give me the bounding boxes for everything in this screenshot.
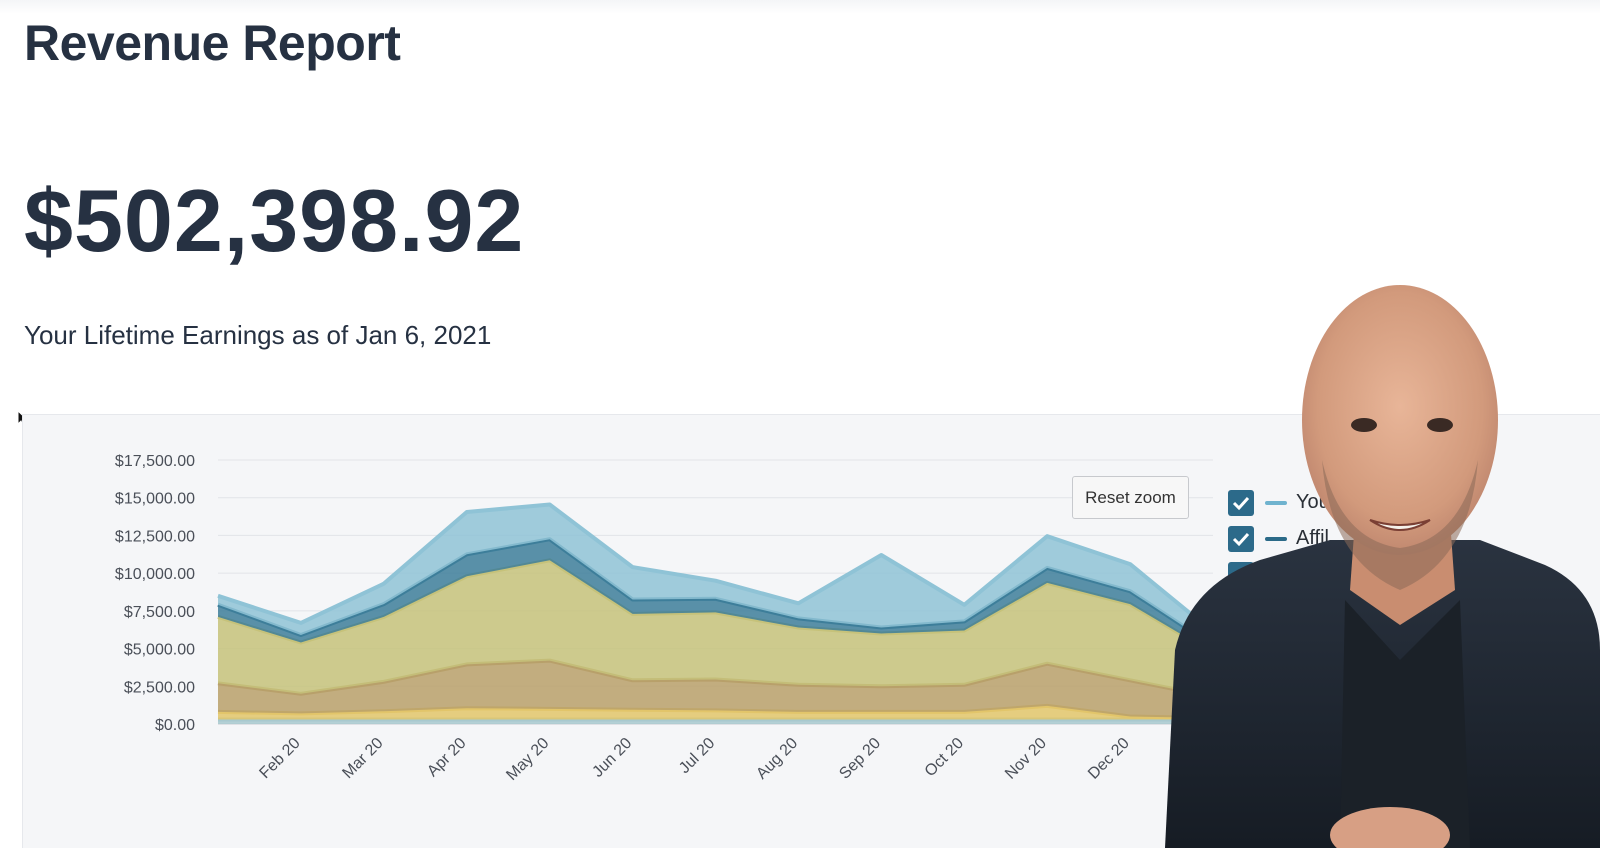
checkmark-icon <box>1232 568 1250 583</box>
revenue-area-chart[interactable]: $0.00 $2,500.00 $5,000.00 $7,500.00 $10,000.… <box>23 415 1600 848</box>
y-tick-label: $2,500.00 <box>124 679 195 696</box>
x-tick-label: Aug 20 <box>753 735 801 783</box>
legend-checkbox[interactable] <box>1228 490 1254 516</box>
series-line-5 <box>217 502 1215 634</box>
x-tick-label: Dec 20 <box>1085 735 1133 783</box>
top-bar <box>0 0 1600 14</box>
area-series-5[interactable] <box>218 504 1213 646</box>
area-series-3[interactable] <box>218 560 1213 697</box>
x-tick-label: Jun 20 <box>589 735 635 781</box>
checkmark-icon <box>1232 532 1250 547</box>
y-tick-label: $15,000.00 <box>115 491 195 508</box>
legend-swatch <box>1265 537 1287 541</box>
y-tick-label: $5,000.00 <box>124 642 195 659</box>
y-tick-label: $12,500.00 <box>115 528 195 545</box>
legend-checkbox[interactable] <box>1228 526 1254 552</box>
legend-swatch <box>1265 573 1287 577</box>
area-series <box>217 502 1215 724</box>
legend-label: You <box>1296 491 1330 513</box>
y-tick-label: $7,500.00 <box>124 604 195 621</box>
y-axis-labels: $0.00 $2,500.00 $5,000.00 $7,500.00 $10,000.… <box>115 453 195 734</box>
x-tick-label: Nov 20 <box>1002 735 1050 783</box>
y-tick-label: $17,500.00 <box>115 453 195 470</box>
x-tick-label: Mar 20 <box>339 735 386 782</box>
x-tick-label: Sep 20 <box>836 735 884 783</box>
chart-legend: You Affil <box>1228 488 1428 596</box>
checkmark-icon <box>1232 496 1250 511</box>
y-tick-label: $0.00 <box>155 717 195 734</box>
lifetime-earnings-amount: $502,398.92 <box>24 171 525 270</box>
legend-checkbox[interactable] <box>1228 562 1254 588</box>
legend-item-third[interactable] <box>1228 560 1428 596</box>
lifetime-earnings-subtitle: Your Lifetime Earnings as of Jan 6, 2021 <box>24 320 492 350</box>
legend-label: Affil <box>1296 527 1329 549</box>
page-title: Revenue Report <box>24 15 401 71</box>
x-tick-label: May 20 <box>503 735 552 784</box>
x-tick-label: Jul 20 <box>676 735 718 777</box>
series-line-3 <box>217 558 1215 655</box>
x-tick-label: Oct 20 <box>922 735 967 780</box>
legend-item-affiliate[interactable]: Affil <box>1228 524 1428 560</box>
x-tick-label: Feb 20 <box>257 735 304 782</box>
x-tick-label: Apr 20 <box>424 735 469 780</box>
chart-panel[interactable]: $0.00 $2,500.00 $5,000.00 $7,500.00 $10,000.… <box>22 414 1600 848</box>
area-series-2[interactable] <box>218 660 1213 718</box>
reset-zoom-button[interactable]: Reset zoom <box>1072 476 1189 519</box>
legend-item-you[interactable]: You <box>1228 488 1428 524</box>
area-series-4[interactable] <box>218 539 1213 654</box>
x-axis-labels: Feb 20 Mar 20 Apr 20 May 20 Jun 20 Jul 20 Aug … <box>257 735 1133 784</box>
legend-swatch <box>1265 501 1287 505</box>
y-tick-label: $10,000.00 <box>115 566 195 583</box>
